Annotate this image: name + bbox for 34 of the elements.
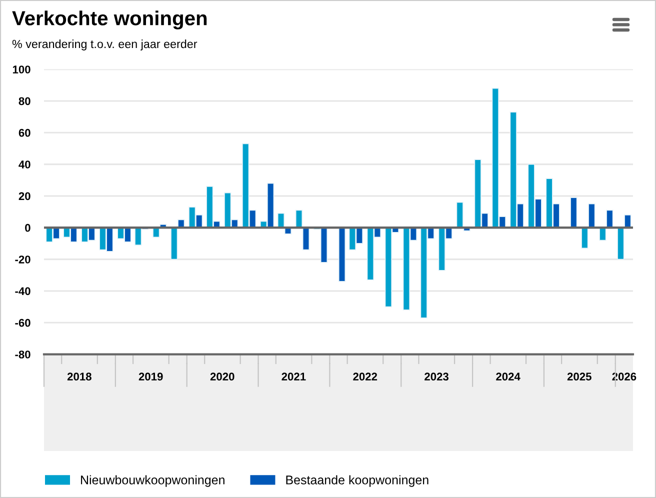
y-tick-label: -20	[15, 256, 30, 264]
bar	[617, 227, 624, 260]
bar	[588, 203, 596, 228]
y-tick-label: 60	[18, 128, 30, 137]
bar	[302, 227, 310, 250]
bar	[456, 202, 464, 228]
bar	[606, 210, 614, 228]
x-tick-label: 2018	[67, 372, 92, 381]
bar	[624, 214, 632, 228]
x-tick-label: 2020	[210, 372, 234, 381]
bar	[170, 227, 178, 260]
y-tick-label: 100	[12, 66, 30, 74]
chart-subtitle: % verandering t.o.v. een jaar eerder	[12, 40, 198, 50]
y-tick-label: 20	[18, 192, 30, 200]
x-tick-label: 2026	[612, 372, 636, 381]
bar	[338, 227, 346, 282]
y-tick-label: 40	[18, 160, 30, 168]
bar	[570, 197, 578, 228]
legend-label: Bestaande koopwoningen	[286, 475, 428, 487]
y-tick-label: -80	[15, 350, 30, 358]
legend-label: Nieuwbouwkoopwoningen	[81, 475, 224, 487]
x-tick-label: 2025	[567, 372, 592, 381]
x-tick-label: 2022	[353, 372, 378, 381]
y-tick-label: -40	[15, 287, 30, 296]
x-tick-label: 2021	[282, 372, 306, 381]
bar	[581, 227, 588, 249]
chart-title: Verkochte woningen	[12, 10, 207, 30]
y-tick-label: 0	[25, 224, 30, 232]
x-tick-label: 2023	[424, 372, 448, 381]
bar	[599, 227, 606, 241]
x-tick-label: 2019	[138, 372, 163, 381]
y-tick-label: -60	[15, 318, 30, 327]
y-tick-label: 80	[18, 97, 30, 106]
x-tick-label: 2024	[496, 372, 520, 381]
